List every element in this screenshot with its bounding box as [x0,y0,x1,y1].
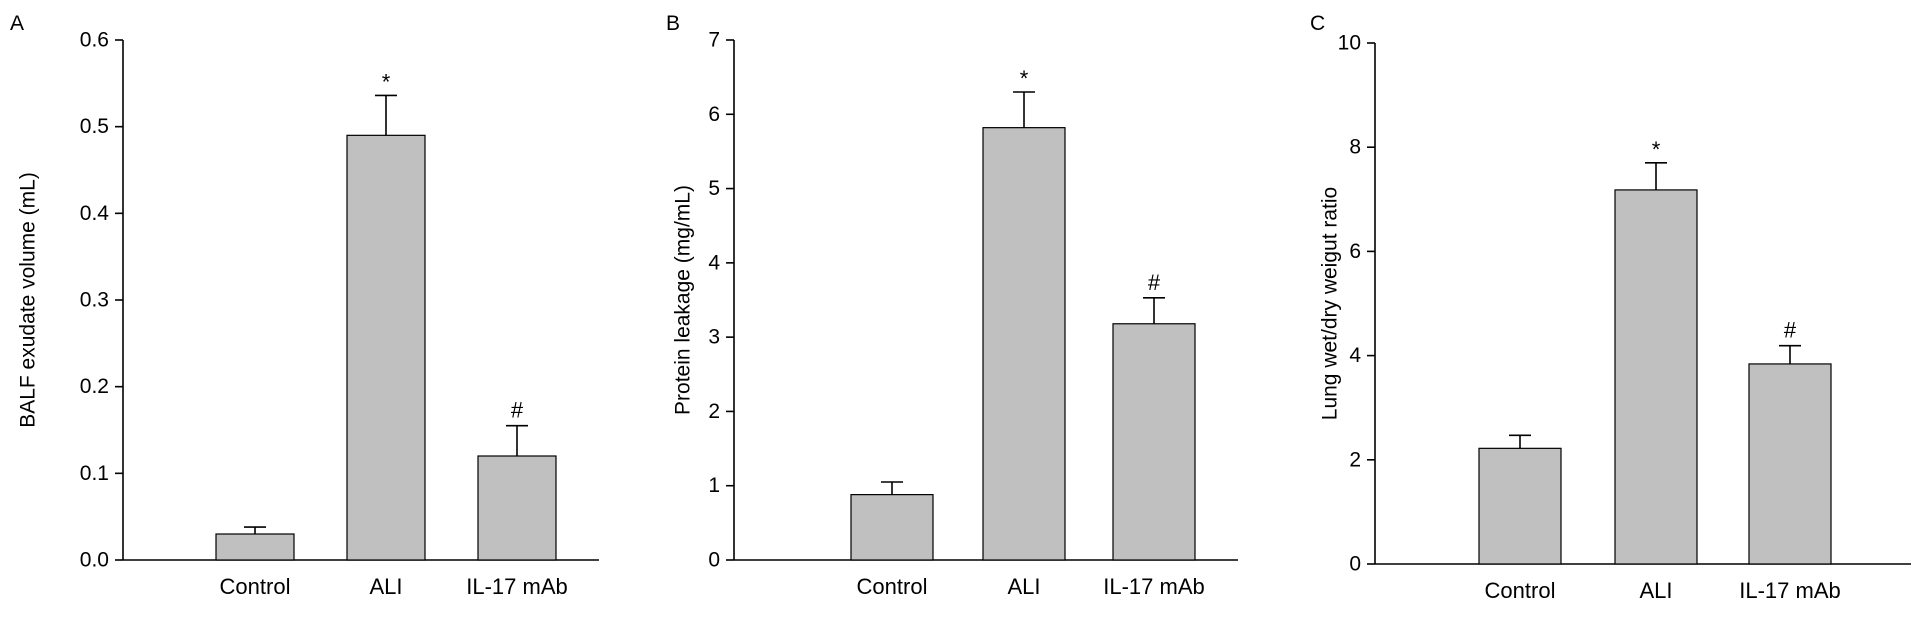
error-bar [506,424,528,456]
y-tick-label: 6 [708,103,720,126]
error-bar [1013,91,1035,128]
error-bar [1509,434,1531,449]
x-tick-label: Control [220,574,291,599]
y-tick-label: 7 [708,29,720,52]
bar-control [850,494,934,561]
panel-letter: C [1310,12,1325,35]
y-tick-label: 2 [1349,448,1361,471]
error-bar [1143,296,1165,324]
bar-control [215,533,295,561]
y-tick-label: 0 [1349,553,1361,576]
significance-hash: # [1784,318,1797,343]
x-tick-label: Control [1485,578,1556,603]
x-tick-label: ALI [369,574,402,599]
y-tick-label: 1 [708,474,720,497]
panel-a: A BALF exudate volume (mL) 0.0 0.1 0.2 0.3 0.4… [10,12,599,599]
y-tick-label: 0.3 [80,289,109,312]
error-bar [1779,344,1801,364]
significance-hash: # [1148,270,1161,295]
y-tick-label: 4 [1349,344,1361,367]
y-axis-label: Protein leakage (mg/mL) [672,185,695,415]
y-tick-label: 5 [708,177,720,200]
bar-ali [346,134,426,561]
y-tick-label: 4 [708,251,720,274]
panel-letter: A [10,12,24,35]
panel-c: C Lung wet/dry weigut ratio 0 2 4 6 8 10 Control… [1310,12,1911,603]
y-tick-label: 0.2 [80,375,109,398]
bar-ali [982,127,1066,561]
significance-star: * [1652,137,1661,162]
bar-il-17-mab [1112,323,1196,561]
significance-star: * [1020,66,1029,91]
panel-letter: B [666,12,680,35]
significance-hash: # [511,398,524,423]
y-axis-label: Lung wet/dry weigut ratio [1319,187,1342,420]
y-tick-label: 0.1 [80,462,109,485]
significance-star: * [382,69,391,94]
y-tick-label: 0.6 [80,29,109,52]
x-tick-label: IL-17 mAb [466,574,568,599]
y-tick-label: 0.4 [80,202,110,225]
error-bar [1645,162,1667,190]
bar-control [1478,447,1562,565]
x-tick-label: IL-17 mAb [1739,578,1841,603]
error-bar [375,94,397,136]
y-tick-label: 3 [708,326,720,349]
x-tick-label: Control [857,574,928,599]
y-axis-label: BALF exudate volume (mL) [17,172,40,428]
panel-b: B Protein leakage (mg/mL) 0 1 2 3 4 5 6 7 Control *… [666,12,1238,599]
y-tick-label: 0.0 [80,549,109,572]
y-tick-label: 2 [708,400,720,423]
error-bar [244,526,266,534]
y-tick-label: 10 [1338,32,1361,55]
x-tick-label: ALI [1639,578,1672,603]
y-tick-label: 0 [708,549,720,572]
x-tick-label: ALI [1007,574,1040,599]
y-tick-label: 0.5 [80,115,109,138]
bar-ali [1614,189,1698,565]
y-tick-label: 8 [1349,136,1361,159]
bar-il-17-mab [477,455,557,561]
y-tick-label: 6 [1349,240,1361,263]
x-tick-label: IL-17 mAb [1103,574,1205,599]
bar-il-17-mab [1748,363,1832,565]
error-bar [881,481,903,495]
